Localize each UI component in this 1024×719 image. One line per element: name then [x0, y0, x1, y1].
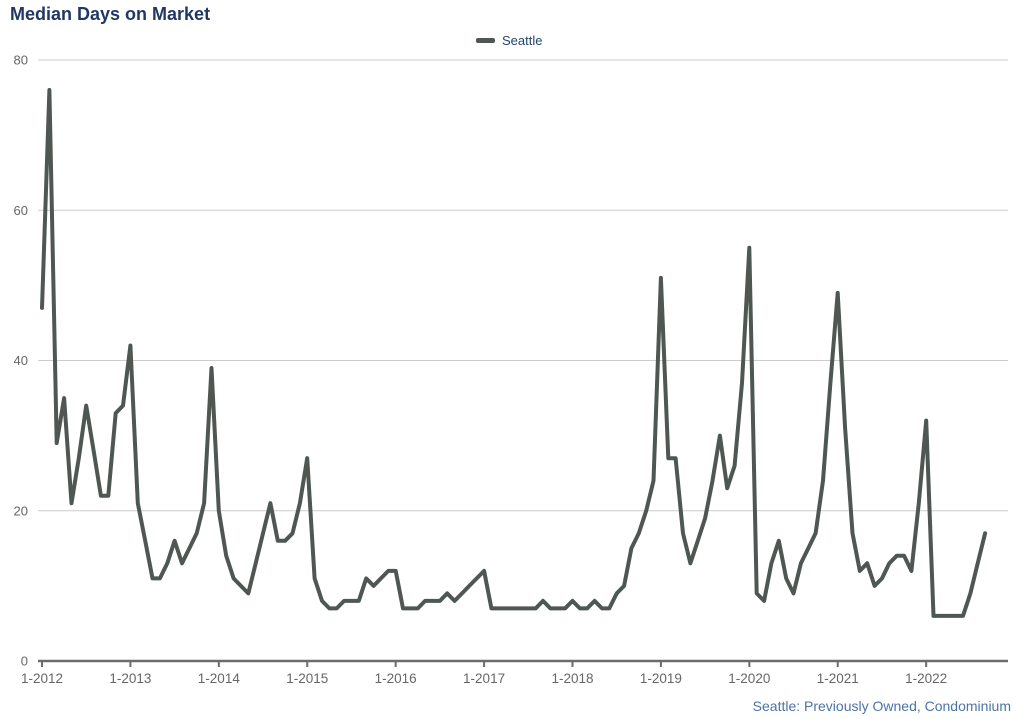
y-axis-tick-label: 60 — [14, 203, 28, 218]
x-axis-tick-label: 1-2013 — [109, 671, 151, 686]
x-axis-tick-label: 1-2014 — [198, 671, 241, 686]
y-axis-tick-label: 80 — [14, 53, 28, 68]
y-axis-tick-label: 20 — [14, 503, 28, 518]
seattle-series-line — [40, 88, 988, 618]
x-axis-tick-label: 1-2012 — [21, 671, 63, 686]
y-axis-tick-label: 40 — [14, 353, 28, 368]
y-axis-tick-label: 0 — [21, 654, 28, 669]
x-axis-tick-label: 1-2015 — [286, 671, 328, 686]
chart-footnote: Seattle: Previously Owned, Condominium — [752, 698, 1011, 714]
x-axis-tick-label: 1-2019 — [640, 671, 682, 686]
x-axis-tick-label: 1-2020 — [728, 671, 770, 686]
x-axis-tick-label: 1-2022 — [905, 671, 947, 686]
legend-label-seattle: Seattle — [502, 33, 543, 48]
x-axis-tick-label: 1-2018 — [551, 671, 593, 686]
legend: Seattle — [476, 33, 542, 48]
legend-swatch-seattle — [476, 38, 495, 43]
x-axis-tick-label: 1-2021 — [817, 671, 859, 686]
x-axis-tick-label: 1-2017 — [463, 671, 505, 686]
x-axis-tick-label: 1-2016 — [375, 671, 417, 686]
chart-title: Median Days on Market — [10, 4, 211, 24]
